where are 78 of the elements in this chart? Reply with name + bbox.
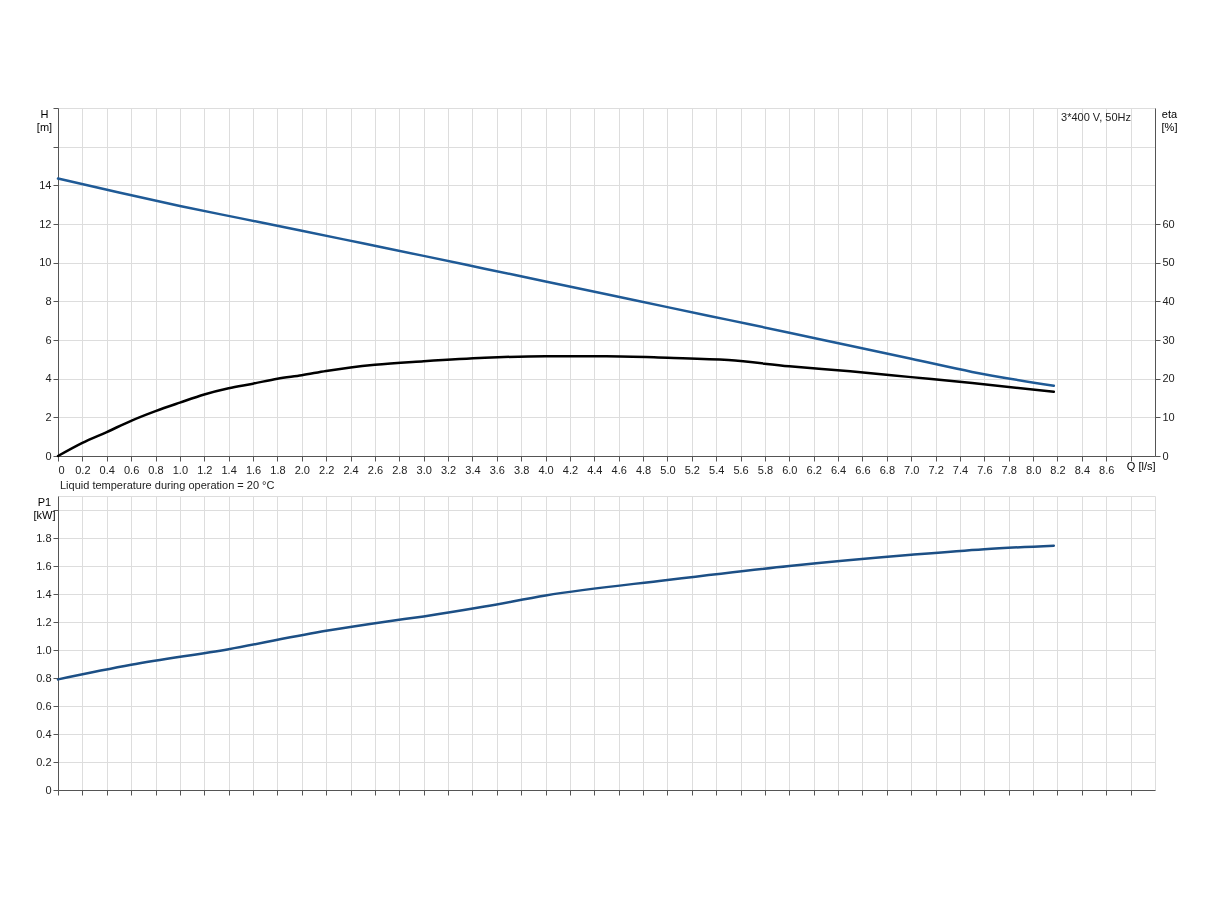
line-series bbox=[56, 354, 1056, 458]
x-tick-label: 7.8 bbox=[1001, 463, 1017, 476]
y2-tick-label: 0 bbox=[1162, 449, 1169, 462]
y-tick-label: 0.2 bbox=[36, 755, 52, 768]
y-tick-label: 1.4 bbox=[36, 587, 52, 600]
y-axis-title: H [m] bbox=[36, 107, 53, 133]
x-tick-label: 8.2 bbox=[1050, 463, 1066, 476]
y-tick-label: 10 bbox=[39, 256, 52, 269]
x-tick-label: 5.6 bbox=[733, 463, 749, 476]
x-tick-label: 5.4 bbox=[709, 463, 725, 476]
y-tick-label: 6 bbox=[45, 333, 52, 346]
y2-axis-title: eta [%] bbox=[1161, 107, 1179, 133]
y-tick-label: 14 bbox=[39, 178, 52, 191]
x-tick-label: 3.0 bbox=[416, 463, 432, 476]
x-tick-label: 3.8 bbox=[514, 463, 530, 476]
x-tick-label: 6.6 bbox=[855, 463, 871, 476]
x-tick-label: 7.2 bbox=[928, 463, 944, 476]
y-tick-label: 12 bbox=[39, 217, 52, 230]
line-series bbox=[56, 177, 1056, 388]
y2-tick-label: 10 bbox=[1162, 410, 1175, 423]
x-tick-label: 2.6 bbox=[367, 463, 384, 476]
x-tick-label: 3.4 bbox=[465, 463, 481, 476]
x-tick-label: 7.0 bbox=[904, 463, 920, 476]
x-tick-label: 5.2 bbox=[684, 463, 700, 476]
y-tick-label: 0 bbox=[45, 449, 52, 462]
x-tick-label: 2.4 bbox=[343, 463, 359, 476]
y-tick-label: 1.2 bbox=[36, 615, 52, 628]
x-tick-label: 2.8 bbox=[392, 463, 408, 476]
x-tick-label: 6.8 bbox=[879, 463, 895, 476]
x-tick-label: 4.0 bbox=[538, 463, 554, 476]
x-tick-label: 4.2 bbox=[562, 463, 579, 476]
y-tick-label: 0.8 bbox=[36, 671, 52, 684]
y-tick-label: 4 bbox=[45, 372, 52, 385]
text: Liquid temperature during operation = 20 °C bbox=[60, 479, 275, 491]
x-tick-label: 3.6 bbox=[489, 463, 505, 476]
x-tick-label: 8.0 bbox=[1025, 463, 1042, 476]
y-axis-title: P1 [kW] bbox=[33, 495, 56, 521]
x-tick-label: 3.2 bbox=[440, 463, 457, 476]
y-tick-label: 2 bbox=[45, 410, 52, 423]
y2-tick-label: 40 bbox=[1162, 294, 1175, 307]
y-tick-label: 1.8 bbox=[36, 531, 52, 544]
x-tick-label: 0.6 bbox=[123, 463, 140, 476]
y2-tick-label: 20 bbox=[1162, 372, 1175, 385]
x-tick-label: 7.6 bbox=[977, 463, 993, 476]
x-tick-label: 0 bbox=[58, 463, 65, 476]
x-tick-label: 4.8 bbox=[635, 463, 652, 476]
x-tick-label: 1.2 bbox=[197, 463, 213, 476]
y-tick-label: 0.6 bbox=[36, 699, 52, 712]
x-tick-label: 0.2 bbox=[75, 463, 91, 476]
line-series bbox=[56, 544, 1056, 681]
x-axis-title: Q [l/s] bbox=[1126, 459, 1156, 472]
x-tick-label: 1.4 bbox=[221, 463, 237, 476]
x-tick-label: 4.4 bbox=[587, 463, 603, 476]
y-tick-label: 8 bbox=[45, 294, 52, 307]
y-tick-label: 1.0 bbox=[36, 643, 52, 656]
annotation: 3*400 V, 50Hz bbox=[1061, 111, 1131, 123]
x-tick-label: 8.6 bbox=[1099, 463, 1115, 476]
x-tick-label: 2.2 bbox=[319, 463, 335, 476]
x-tick-label: 0.4 bbox=[99, 463, 115, 476]
x-tick-label: 5.0 bbox=[660, 463, 676, 476]
y2-tick-label: 60 bbox=[1162, 217, 1175, 230]
x-tick-label: 4.6 bbox=[611, 463, 627, 476]
x-tick-label: 1.0 bbox=[172, 463, 189, 476]
x-tick-label: 5.8 bbox=[757, 463, 774, 476]
x-tick-label: 1.6 bbox=[245, 463, 262, 476]
x-tick-label: 7.4 bbox=[952, 463, 969, 476]
y2-tick-label: 30 bbox=[1162, 333, 1175, 346]
x-tick-label: 6.4 bbox=[830, 463, 847, 476]
y-tick-label: 0 bbox=[45, 783, 52, 796]
x-tick-label: 8.4 bbox=[1074, 463, 1091, 476]
x-tick-label: 6.0 bbox=[782, 463, 798, 476]
y2-tick-label: 50 bbox=[1162, 256, 1175, 269]
x-tick-label: 1.8 bbox=[270, 463, 286, 476]
x-tick-label: 0.8 bbox=[148, 463, 164, 476]
y-tick-label: 0.4 bbox=[36, 727, 52, 740]
x-tick-label: 2.0 bbox=[294, 463, 310, 476]
y-tick-label: 1.6 bbox=[36, 559, 52, 572]
x-tick-label: 6.2 bbox=[806, 463, 822, 476]
